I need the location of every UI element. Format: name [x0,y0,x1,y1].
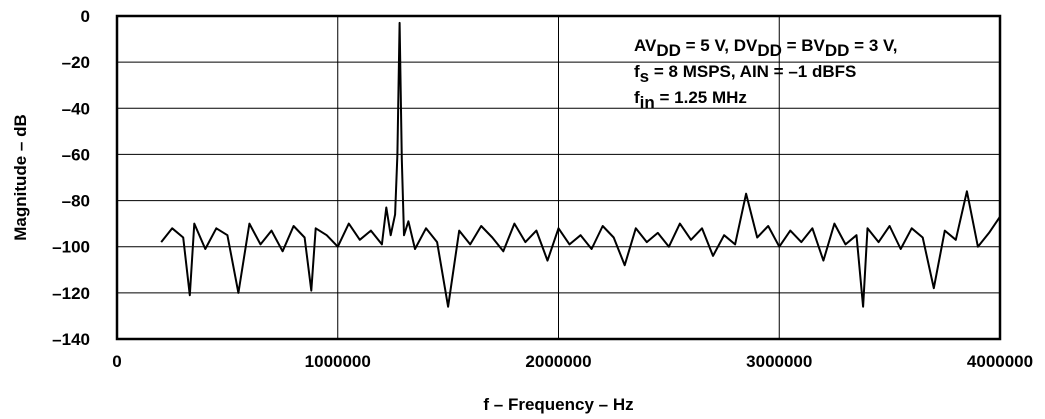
y-tick-label: –20 [62,53,90,72]
y-tick-label: –120 [52,284,90,303]
grid-lines [117,16,1000,339]
y-tick-label: –100 [52,238,90,257]
x-tick-labels: 0 1000000 2000000 3000000 4000000 [112,352,1033,371]
x-tick-label: 0 [112,352,121,371]
y-axis-label: Magnitude – dB [11,114,30,241]
x-tick-label: 2000000 [525,352,591,371]
annotation-line: fin = 1.25 MHz [634,88,747,112]
y-tick-label: –140 [52,330,90,349]
y-tick-label: –60 [62,145,90,164]
annotation-line: fs = 8 MSPS, AIN = –1 dBFS [634,62,856,86]
x-tick-label: 4000000 [967,352,1033,371]
annotation-box: AVDD = 5 V, DVDD = BVDD = 3 V,fs = 8 MSP… [634,36,898,112]
y-tick-label: –40 [62,99,90,118]
spectrum-line [160,21,1001,308]
y-tick-label: –80 [62,192,90,211]
x-axis-label: f – Frequency – Hz [483,395,633,414]
y-tick-label: 0 [81,7,90,26]
series-layer [160,21,1001,308]
y-tick-labels: 0 –20 –40 –60 –80 –100 –120 –140 [52,7,90,349]
x-tick-label: 1000000 [305,352,371,371]
x-tick-label: 3000000 [746,352,812,371]
plot-frame [115,14,1002,341]
annotation-line: AVDD = 5 V, DVDD = BVDD = 3 V, [634,36,898,60]
